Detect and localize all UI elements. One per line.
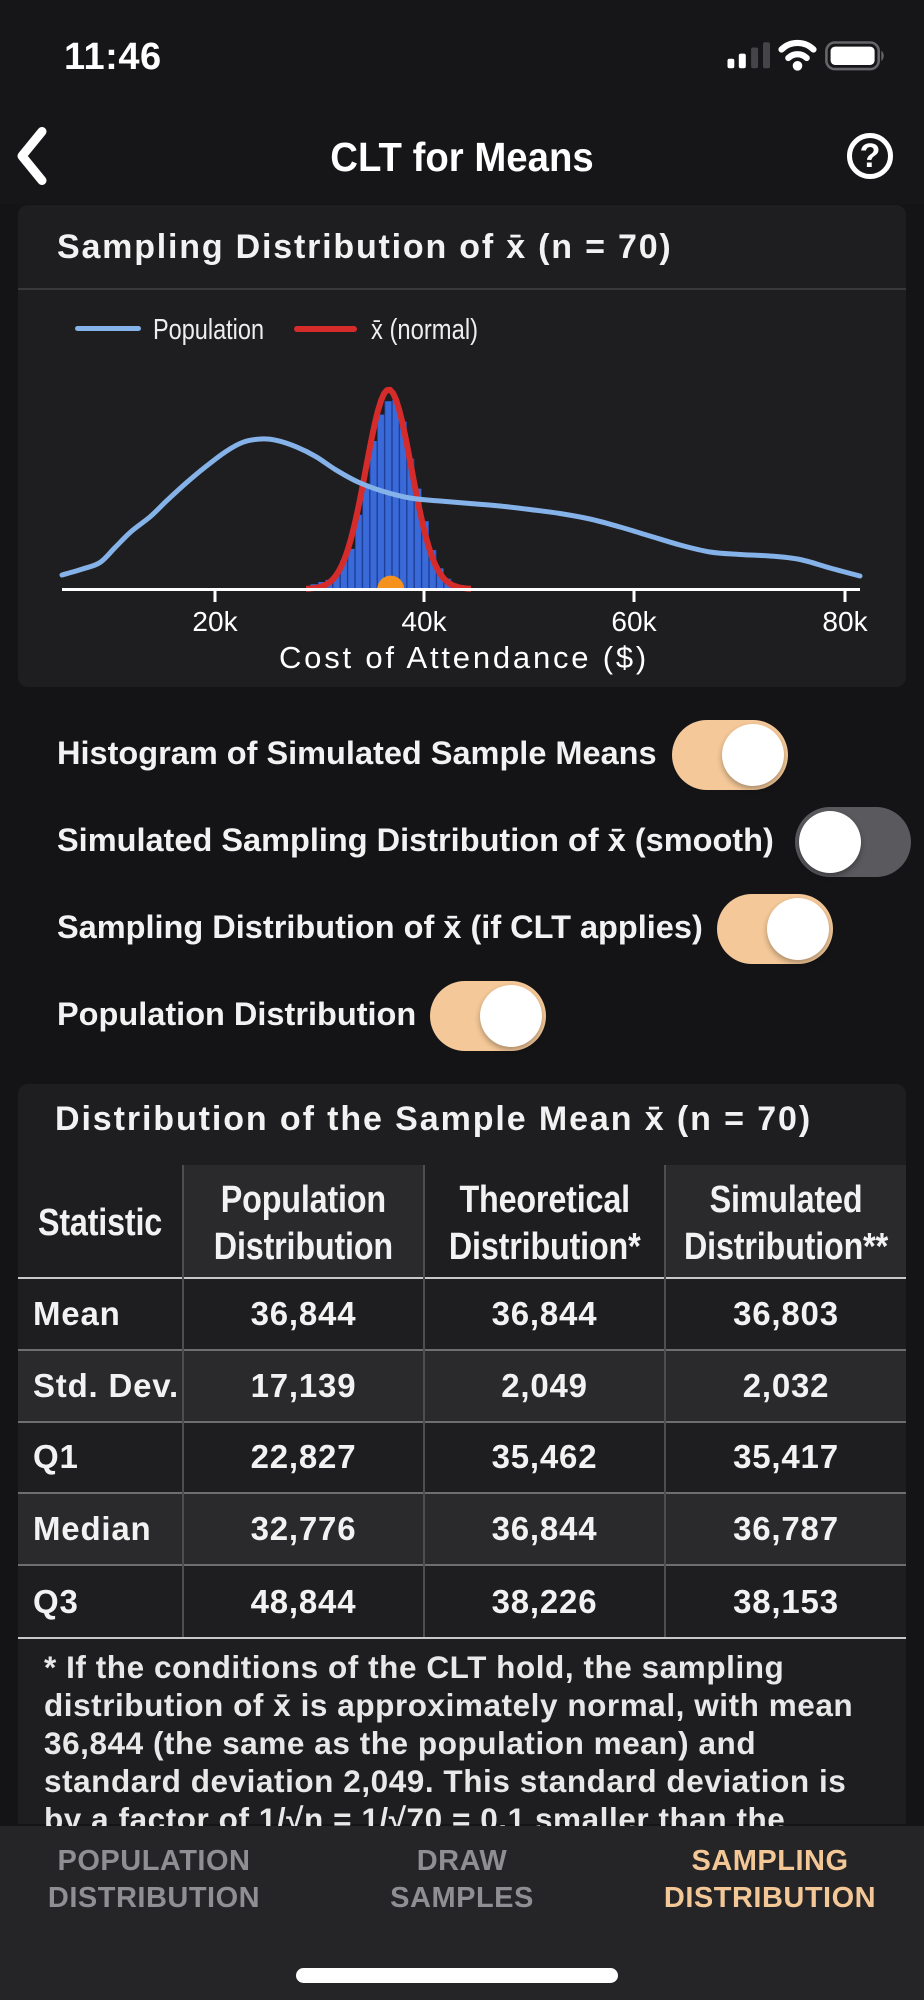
svg-text:80k: 80k — [822, 606, 868, 637]
svg-text:60k: 60k — [611, 606, 657, 637]
svg-text:40k: 40k — [401, 606, 447, 637]
svg-text:20k: 20k — [192, 606, 238, 637]
svg-text:Cost of Attendance ($): Cost of Attendance ($) — [279, 640, 649, 675]
svg-text:?: ? — [860, 137, 881, 175]
